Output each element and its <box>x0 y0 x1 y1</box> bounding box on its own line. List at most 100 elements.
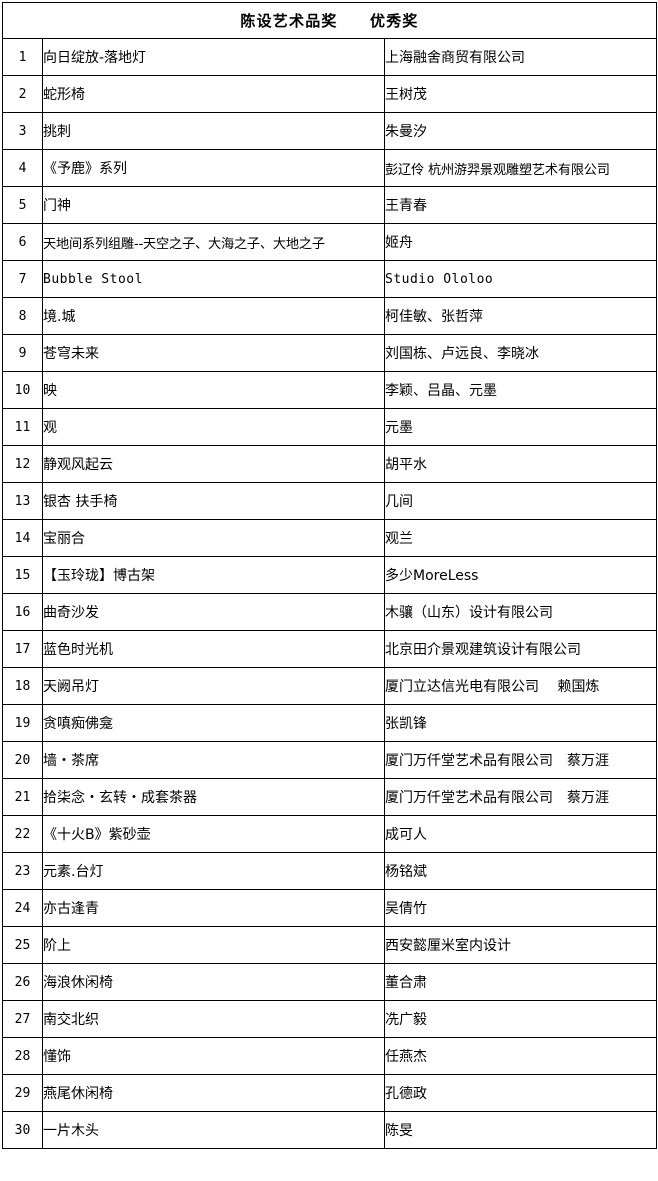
designer-cell: 王树茂 <box>384 75 657 113</box>
designer-cell: 几间 <box>384 482 657 520</box>
designer-cell: 成可人 <box>384 815 657 853</box>
designer-cell: 厦门万仟堂艺术品有限公司 蔡万涯 <box>384 778 657 816</box>
designer-cell: 冼广毅 <box>384 1000 657 1038</box>
designer-cell: 厦门万仟堂艺术品有限公司 蔡万涯 <box>384 741 657 779</box>
work-title-cell: 挑刺 <box>42 112 385 150</box>
row-index-cell: 22 <box>2 815 43 853</box>
table-row: 12 静观风起云 胡平水 <box>2 445 657 483</box>
row-index-cell: 7 <box>2 260 43 298</box>
work-title-cell: 燕尾休闲椅 <box>42 1074 385 1112</box>
designer-cell: 董合肃 <box>384 963 657 1001</box>
table-row: 26 海浪休闲椅 董合肃 <box>2 963 657 1001</box>
row-index-cell: 12 <box>2 445 43 483</box>
work-title-cell: 映 <box>42 371 385 409</box>
row-index-cell: 18 <box>2 667 43 705</box>
row-index-cell: 25 <box>2 926 43 964</box>
designer-cell: 姬舟 <box>384 223 657 261</box>
work-title-cell: 观 <box>42 408 385 446</box>
designer-cell: 陈旻 <box>384 1111 657 1149</box>
table-row: 3 挑刺 朱曼汐 <box>2 112 657 150</box>
table-row: 21 拾柒念・玄转・成套茶器 厦门万仟堂艺术品有限公司 蔡万涯 <box>2 778 657 816</box>
work-title-cell: 贪嗔痴佛龛 <box>42 704 385 742</box>
work-title-cell: 静观风起云 <box>42 445 385 483</box>
work-title-cell: 南交北织 <box>42 1000 385 1038</box>
table-row: 25 阶上 西安懿厘米室内设计 <box>2 926 657 964</box>
table-row: 24 亦古逢青 吴倩竹 <box>2 889 657 927</box>
work-title-cell: 墙・茶席 <box>42 741 385 779</box>
row-index-cell: 23 <box>2 852 43 890</box>
row-index-cell: 10 <box>2 371 43 409</box>
row-index-cell: 14 <box>2 519 43 557</box>
work-title-cell: 苍穹未来 <box>42 334 385 372</box>
designer-cell: Studio Ololoo <box>384 260 657 298</box>
table-row: 5 门神 王青春 <box>2 186 657 224</box>
designer-cell: 张凯锋 <box>384 704 657 742</box>
row-index-cell: 29 <box>2 1074 43 1112</box>
work-title-cell: 元素.台灯 <box>42 852 385 890</box>
designer-cell: 上海融舍商贸有限公司 <box>384 38 657 76</box>
table-header-row: 陈设艺术品奖 优秀奖 <box>2 2 657 39</box>
table-row: 7 Bubble Stool Studio Ololoo <box>2 260 657 298</box>
work-title-cell: 懂饰 <box>42 1037 385 1075</box>
page-title: 陈设艺术品奖 优秀奖 <box>240 12 419 30</box>
table-row: 13 银杏 扶手椅 几间 <box>2 482 657 520</box>
work-title-cell: 境.城 <box>42 297 385 335</box>
table-row: 11 观元墨 <box>2 408 657 446</box>
row-index-cell: 5 <box>2 186 43 224</box>
table-row: 18 天阙吊灯 厦门立达信光电有限公司 赖国炼 <box>2 667 657 705</box>
award-list-table: 陈设艺术品奖 优秀奖 1 向日绽放-落地灯 上海融舍商贸有限公司 2 蛇形椅 王树茂 3 挑刺… <box>2 2 657 1149</box>
row-index-cell: 1 <box>2 38 43 76</box>
table-row: 9 苍穹未来 刘国栋、卢远良、李晓冰 <box>2 334 657 372</box>
designer-cell: 李颖、吕晶、元墨 <box>384 371 657 409</box>
designer-cell: 西安懿厘米室内设计 <box>384 926 657 964</box>
table-row: 15 【玉玲珑】博古架 多少MoreLess <box>2 556 657 594</box>
work-title-cell: 海浪休闲椅 <box>42 963 385 1001</box>
designer-cell: 胡平水 <box>384 445 657 483</box>
row-index-cell: 17 <box>2 630 43 668</box>
designer-cell: 杨铭斌 <box>384 852 657 890</box>
work-title-cell: 门神 <box>42 186 385 224</box>
table-row: 19 贪嗔痴佛龛 张凯锋 <box>2 704 657 742</box>
row-index-cell: 30 <box>2 1111 43 1149</box>
row-index-cell: 2 <box>2 75 43 113</box>
row-index-cell: 8 <box>2 297 43 335</box>
table-row: 20 墙・茶席 厦门万仟堂艺术品有限公司 蔡万涯 <box>2 741 657 779</box>
work-title-cell: 亦古逢青 <box>42 889 385 927</box>
table-row: 29 燕尾休闲椅 孔德政 <box>2 1074 657 1112</box>
work-title-cell: 【玉玲珑】博古架 <box>42 556 385 594</box>
designer-cell: 任燕杰 <box>384 1037 657 1075</box>
row-index-cell: 6 <box>2 223 43 261</box>
designer-cell: 彭辽伶 杭州游羿景观雕塑艺术有限公司 <box>384 149 657 187</box>
designer-cell: 元墨 <box>384 408 657 446</box>
work-title-cell: 一片木头 <box>42 1111 385 1149</box>
table-row: 2 蛇形椅 王树茂 <box>2 75 657 113</box>
row-index-cell: 19 <box>2 704 43 742</box>
table-row: 8 境.城 柯佳敏、张哲萍 <box>2 297 657 335</box>
row-index-cell: 28 <box>2 1037 43 1075</box>
designer-cell: 柯佳敏、张哲萍 <box>384 297 657 335</box>
row-index-cell: 26 <box>2 963 43 1001</box>
work-title-cell: 蓝色时光机 <box>42 630 385 668</box>
work-title-cell: 拾柒念・玄转・成套茶器 <box>42 778 385 816</box>
designer-cell: 多少MoreLess <box>384 556 657 594</box>
work-title-cell: 天阙吊灯 <box>42 667 385 705</box>
table-row: 14 宝丽合 观兰 <box>2 519 657 557</box>
work-title-cell: 天地间系列组雕--天空之子、大海之子、大地之子 <box>42 223 385 261</box>
table-row: 27 南交北织 冼广毅 <box>2 1000 657 1038</box>
work-title-cell: 银杏 扶手椅 <box>42 482 385 520</box>
row-index-cell: 3 <box>2 112 43 150</box>
designer-cell: 厦门立达信光电有限公司 赖国炼 <box>384 667 657 705</box>
designer-cell: 孔德政 <box>384 1074 657 1112</box>
designer-cell: 观兰 <box>384 519 657 557</box>
row-index-cell: 24 <box>2 889 43 927</box>
row-index-cell: 16 <box>2 593 43 631</box>
designer-cell: 朱曼汐 <box>384 112 657 150</box>
table-row: 10 映李颖、吕晶、元墨 <box>2 371 657 409</box>
table-row: 28 懂饰 任燕杰 <box>2 1037 657 1075</box>
designer-cell: 吴倩竹 <box>384 889 657 927</box>
row-index-cell: 15 <box>2 556 43 594</box>
row-index-cell: 9 <box>2 334 43 372</box>
work-title-cell: 《予鹿》系列 <box>42 149 385 187</box>
row-index-cell: 20 <box>2 741 43 779</box>
row-index-cell: 11 <box>2 408 43 446</box>
